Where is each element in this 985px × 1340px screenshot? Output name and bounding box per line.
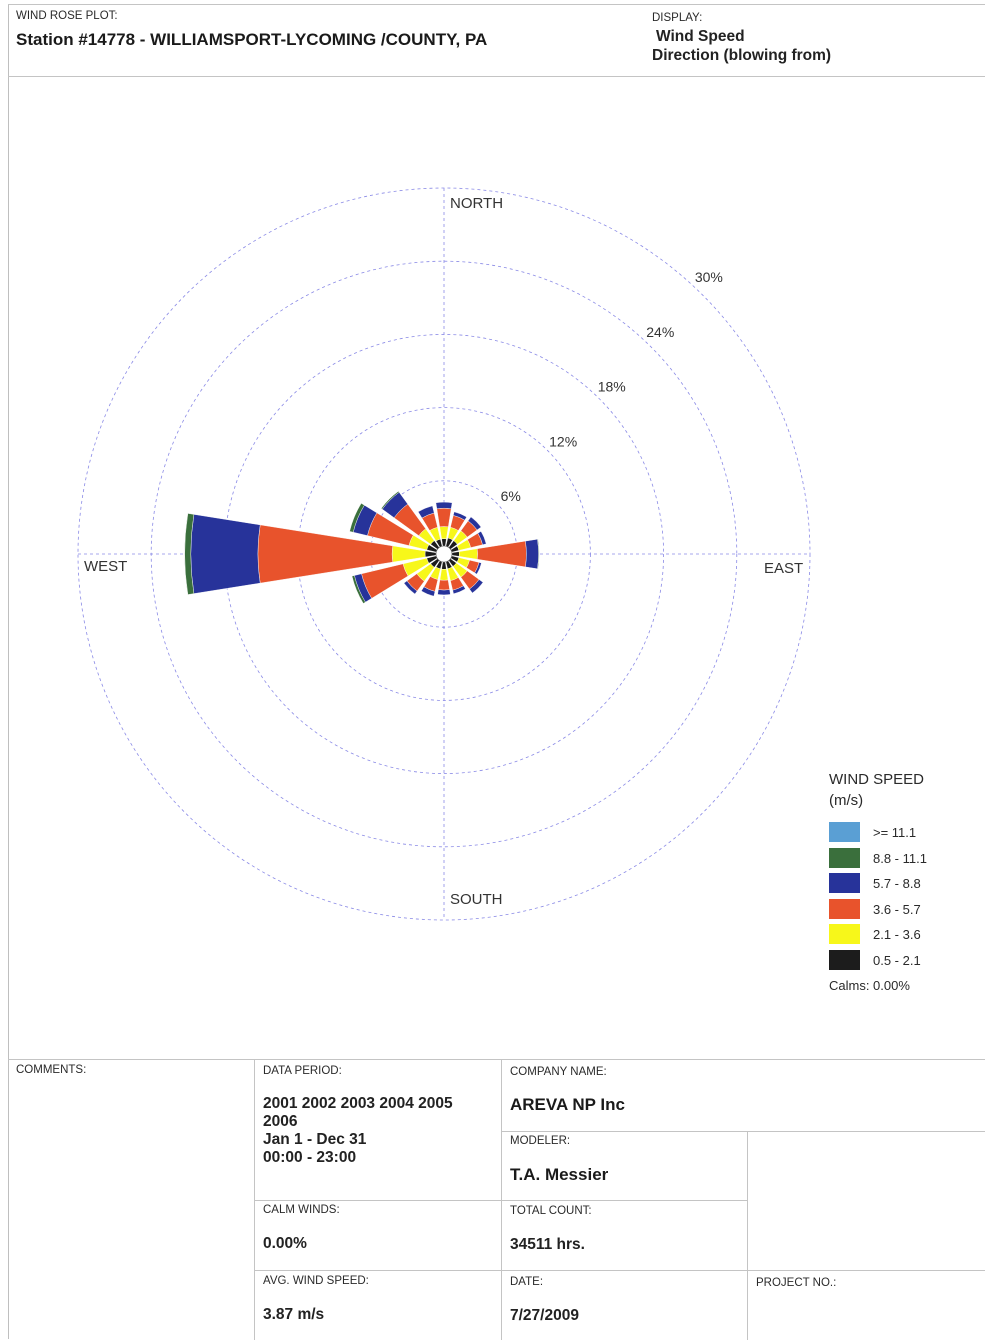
ring-label: 6% [501,488,521,504]
legend-calms: Calms: 0.00% [829,978,910,993]
data-period-value: 2001 2002 2003 2004 2005 2006 Jan 1 - De… [263,1095,453,1166]
rose-wedge-w [184,513,195,595]
rose-wedge-ese [474,562,482,575]
compass-east: EAST [764,560,803,577]
calm-winds-label: CALM WINDS: [263,1204,340,1216]
calm-winds-value: 0.00% [263,1235,307,1252]
rose-wedge-e [476,540,527,568]
legend-label: 0.5 - 2.1 [873,952,921,968]
rose-wedge-s [439,568,449,581]
rose-wedge-w [190,514,261,594]
legend-swatch [829,873,860,893]
wind-rose-chart: 6% 12% 18% 24% 30% NORTH SOUTH EAST WEST [77,187,811,921]
footer-rule-company [501,1131,985,1132]
rose-wedge-e [458,548,478,560]
rose-wedge-nne [453,511,467,521]
comments-label: COMMENTS: [16,1064,87,1076]
rose-wedge-nw [380,490,400,510]
legend-label: 8.8 - 11.1 [873,850,927,866]
rose-wedge-ssw [421,586,436,597]
display-direction: Direction (blowing from) [652,47,832,64]
legend-swatch [829,847,860,868]
rose-wedge-ene [477,531,487,545]
rose-wedge-n [436,507,452,528]
legend-swatch [829,822,860,842]
data-period-label: DATA PERIOD: [263,1065,342,1077]
header-bottom-rule [8,76,985,77]
rose-wedge-nnw [417,505,435,519]
avg-speed-value: 3.87 m/s [263,1306,325,1323]
legend-title: WIND SPEED [829,771,925,788]
rose-wedge-s [437,589,451,596]
rose-wedge-w [424,550,437,558]
company-value: AREVA NP Inc [510,1095,625,1114]
rose-wedge-n [441,538,447,547]
rose-wedge-e [525,538,539,570]
total-count-label: TOTAL COUNT: [510,1205,592,1217]
footer-rule-low [254,1270,985,1271]
plot-label: WIND ROSE PLOT: [16,10,118,22]
legend-swatch [829,898,860,919]
ring-label: 18% [598,379,626,395]
ring-label: 30% [695,269,723,285]
legend-swatch [829,924,860,944]
legend-label: >= 11.1 [873,825,917,840]
company-label: COMPANY NAME: [510,1066,607,1078]
compass-west: WEST [84,558,127,575]
avg-speed-label: AVG. WIND SPEED: [263,1275,369,1287]
rose-wedge-sse [452,585,466,595]
total-count-value: 34511 hrs. [510,1236,585,1253]
rose-wedge-n [435,501,453,509]
modeler-value: T.A. Messier [510,1165,609,1184]
footer-divider-3 [747,1131,748,1340]
legend-swatch [829,949,860,970]
compass-north: NORTH [450,195,503,212]
project-label: PROJECT NO.: [756,1277,837,1289]
display-wind-speed: Wind Speed [656,28,745,45]
rose-wedge-wsw [351,575,366,604]
footer-divider-2 [501,1059,502,1340]
rose-wedge-sw [403,580,418,595]
rose-wedge-e [537,538,540,570]
rose-wedge-s [441,561,447,570]
modeler-label: MODELER: [510,1135,571,1147]
rose-wedge-n [439,526,449,540]
compass-south: SOUTH [450,891,503,908]
ring-label: 24% [646,324,674,340]
legend-units: (m/s) [829,792,864,809]
rose-wedge-se [469,579,484,594]
rose-wedge-s [438,579,450,591]
legend-label: 3.6 - 5.7 [873,901,921,917]
header-top-rule [8,4,985,5]
rose-wedge-wnw [349,503,365,533]
ring-label: 12% [549,433,577,449]
legend-label: 2.1 - 3.6 [873,927,921,942]
date-label: DATE: [510,1276,544,1288]
legend-label: 5.7 - 8.8 [873,876,921,891]
footer-top-rule [8,1059,985,1060]
date-value: 7/27/2009 [510,1307,579,1324]
station-title: Station #14778 - WILLIAMSPORT-LYCOMING /… [16,30,488,49]
footer-divider-1 [254,1059,255,1340]
footer-rule-mid [254,1200,747,1201]
display-label: DISPLAY: [652,12,703,24]
calm-circle [435,545,453,563]
rose-wedge-e [451,551,460,557]
rose-wedge-ne [467,516,482,531]
